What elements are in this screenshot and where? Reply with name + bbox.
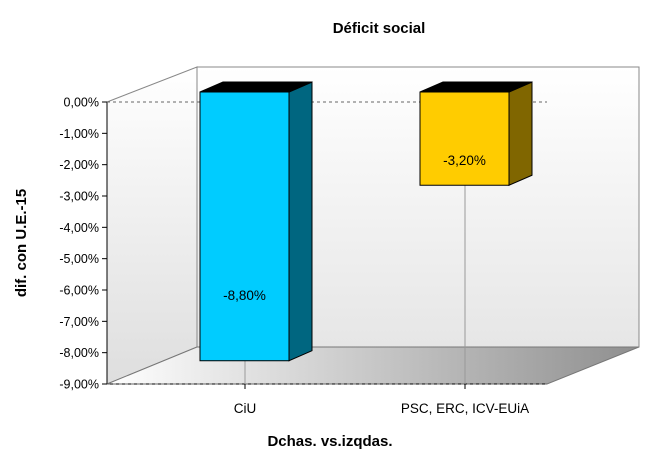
bar-top	[419, 81, 533, 93]
floor	[106, 346, 640, 385]
data-label: -8,80%	[223, 288, 266, 303]
y-tick-label: -6,00%	[59, 284, 99, 298]
x-axis-title: Dchas. vs.izqdas.	[267, 433, 392, 450]
data-label: -3,20%	[443, 153, 486, 168]
bar-top	[199, 81, 313, 93]
y-tick-label: 0,00%	[64, 96, 99, 110]
bar-front	[419, 91, 510, 186]
y-tick-label: -9,00%	[59, 378, 99, 392]
bar	[199, 81, 313, 384]
bar-front	[199, 91, 290, 362]
y-tick-label: -5,00%	[59, 252, 99, 266]
bar-side	[508, 81, 533, 187]
bar-side	[288, 81, 313, 362]
x-category-label: PSC, ERC, ICV-EUiA	[401, 401, 529, 416]
chart-title: Déficit social	[333, 20, 426, 37]
y-tick-label: -3,00%	[59, 190, 99, 204]
y-tick-label: -2,00%	[59, 158, 99, 172]
side-wall	[106, 66, 198, 385]
y-axis-title: dif. con U.E.-15	[13, 189, 30, 297]
y-tick-label: -4,00%	[59, 221, 99, 235]
y-tick-label: -1,00%	[59, 127, 99, 141]
x-category-label: CiU	[234, 401, 257, 416]
y-tick-label: -8,00%	[59, 346, 99, 360]
y-tick-label: -7,00%	[59, 315, 99, 329]
bar	[419, 81, 533, 384]
